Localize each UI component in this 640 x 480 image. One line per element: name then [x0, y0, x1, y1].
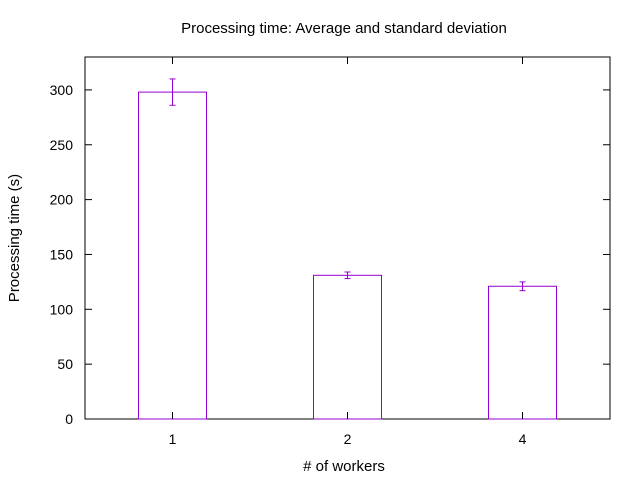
y-tick-label: 50	[57, 356, 73, 372]
x-tick-label: 1	[169, 431, 177, 447]
x-tick-label: 2	[344, 431, 352, 447]
x-axis-ticks: 1 2 4	[169, 57, 527, 447]
y-tick-label: 300	[50, 82, 74, 98]
y-axis-ticks: 0 50 100 150 200 250 300	[50, 82, 610, 427]
bar-4	[488, 285, 557, 420]
bars-group	[138, 91, 557, 420]
chart-title: Processing time: Average and standard de…	[181, 20, 507, 37]
y-tick-label: 0	[65, 411, 73, 427]
y-tick-label: 150	[50, 246, 74, 262]
y-tick-label: 100	[50, 301, 74, 317]
y-axis-label: Processing time (s)	[6, 174, 23, 302]
bar-2	[313, 274, 382, 420]
x-axis-label: # of workers	[303, 458, 385, 475]
y-tick-label: 200	[50, 192, 74, 208]
error-bars-group	[169, 78, 526, 292]
bar-1	[138, 91, 207, 420]
y-tick-label: 250	[50, 137, 74, 153]
plot-frame	[84, 56, 611, 420]
x-tick-label: 4	[519, 431, 527, 447]
